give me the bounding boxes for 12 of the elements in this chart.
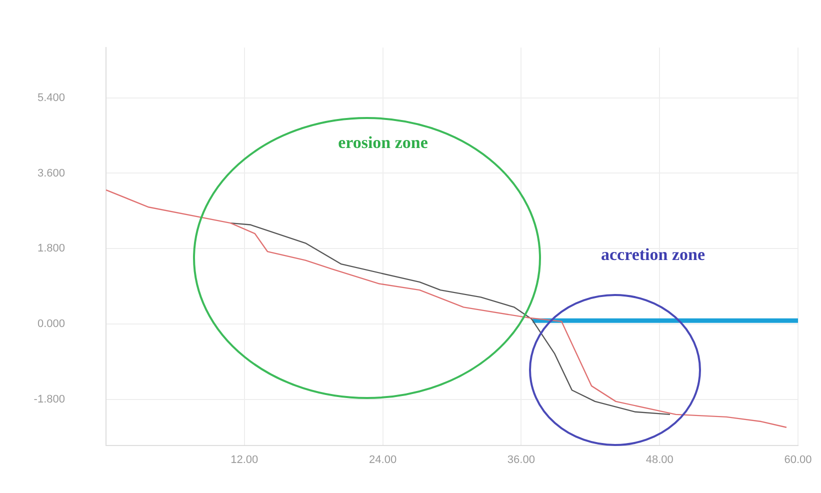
y-tick-label: -1.800 — [34, 393, 65, 406]
x-tick-label: 48.00 — [646, 454, 674, 466]
y-tick-label: 5.400 — [37, 92, 65, 104]
y-tick-label: 1.800 — [37, 242, 65, 255]
annotation: accretion zone — [600, 245, 706, 265]
x-tick-label: 12.00 — [230, 454, 258, 466]
y-tick-label: 3.600 — [37, 167, 65, 180]
x-tick-label: 36.00 — [507, 454, 535, 466]
annotation: erosion zone — [338, 133, 428, 153]
y-tick-label: 0.000 — [37, 318, 65, 330]
x-tick-label: 60.00 — [784, 454, 812, 466]
x-tick-label: 24.00 — [369, 454, 397, 466]
